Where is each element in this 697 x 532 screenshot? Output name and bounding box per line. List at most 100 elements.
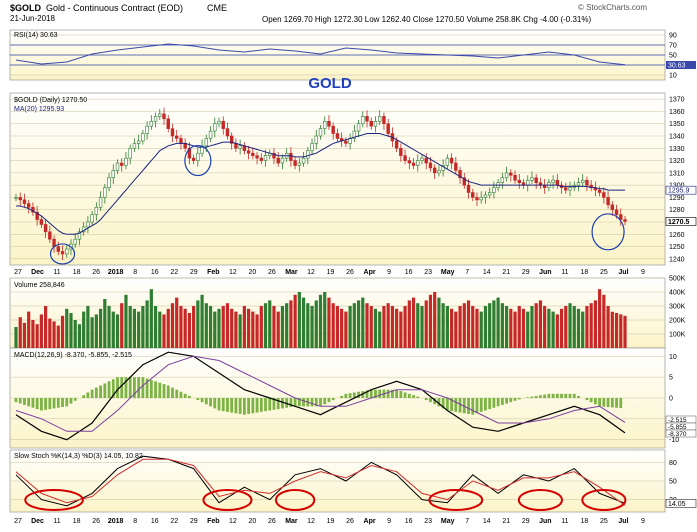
candle-body bbox=[213, 123, 217, 132]
macd-histogram-bar bbox=[445, 398, 449, 411]
x-tick-label: 23 bbox=[424, 269, 432, 276]
macd-histogram-bar bbox=[217, 398, 221, 411]
macd-histogram-bar bbox=[551, 393, 555, 398]
volume-bar bbox=[60, 315, 65, 348]
volume-bar bbox=[496, 297, 500, 348]
volume-bar bbox=[39, 314, 43, 348]
x-tick-label: 12 bbox=[229, 269, 237, 276]
macd-histogram-bar bbox=[158, 382, 162, 398]
volume-bar bbox=[204, 303, 208, 348]
volume-bar bbox=[386, 303, 390, 348]
volume-bar bbox=[543, 306, 547, 348]
volume-bar bbox=[509, 308, 513, 348]
volume-bar bbox=[399, 311, 403, 348]
x-tick-label-bottom: 9 bbox=[641, 518, 645, 525]
y-tick-label: -10 bbox=[669, 437, 679, 444]
macd-histogram-bar bbox=[285, 398, 289, 408]
volume-bar bbox=[238, 314, 242, 348]
x-tick-label-bottom: 18 bbox=[581, 518, 589, 525]
x-tick-label: Apr bbox=[364, 269, 376, 276]
macd-histogram-bar bbox=[18, 398, 22, 404]
macd-histogram-bar bbox=[496, 398, 500, 407]
volume-bar bbox=[441, 303, 445, 348]
candle-body bbox=[60, 251, 65, 255]
ohlc-readout: Open 1269.70 High 1272.30 Low 1262.40 Cl… bbox=[262, 15, 592, 24]
rsi-line bbox=[15, 43, 626, 66]
volume-bar bbox=[86, 306, 90, 348]
macd-histogram-bar bbox=[374, 389, 377, 398]
macd-histogram-bar bbox=[577, 395, 580, 398]
x-tick-label: 19 bbox=[327, 269, 335, 276]
y-tick-label: 5 bbox=[669, 375, 673, 382]
candle-body bbox=[386, 123, 390, 134]
candle-body bbox=[420, 157, 424, 161]
volume-bar bbox=[217, 308, 221, 348]
x-tick-label: 12 bbox=[307, 269, 315, 276]
macd-histogram-bar bbox=[137, 377, 141, 398]
x-tick-label: May bbox=[441, 269, 455, 276]
macd-histogram-bar bbox=[352, 392, 356, 398]
x-tick-label: Jun bbox=[539, 269, 551, 276]
candle-body bbox=[56, 246, 60, 252]
candle-body bbox=[43, 224, 48, 233]
x-tick-label-bottom: 16 bbox=[151, 518, 159, 525]
volume-bar bbox=[221, 306, 225, 348]
x-tick-label-bottom: 27 bbox=[14, 518, 22, 525]
macd-histogram-bar bbox=[48, 398, 52, 410]
candle-body bbox=[394, 140, 399, 149]
y-tick-label: 1280 bbox=[669, 207, 685, 214]
macd-histogram-bar bbox=[149, 379, 153, 398]
x-tick-label-bottom: 14 bbox=[483, 518, 491, 525]
x-tick-label-bottom: 26 bbox=[92, 518, 100, 525]
x-tick-label-bottom: 21 bbox=[502, 518, 510, 525]
highlight-ellipse bbox=[581, 489, 627, 511]
volume-bar bbox=[187, 313, 191, 348]
volume-bar bbox=[208, 306, 213, 348]
candle-body bbox=[297, 162, 302, 166]
candle-body bbox=[217, 120, 221, 125]
candle-body bbox=[504, 172, 509, 179]
volume-bar bbox=[424, 300, 428, 348]
x-tick-label: 29 bbox=[190, 269, 198, 276]
candle-body bbox=[132, 143, 137, 149]
macd-histogram-bar bbox=[52, 398, 56, 409]
x-tick-label-bottom: 11 bbox=[53, 518, 60, 525]
macd-histogram-bar bbox=[458, 398, 462, 413]
x-tick-label-bottom: 11 bbox=[561, 518, 568, 525]
candle-body bbox=[280, 157, 285, 164]
highlight-circle bbox=[49, 243, 76, 265]
volume-bar bbox=[369, 306, 373, 348]
macd-histogram-bar bbox=[475, 398, 479, 414]
y-tick-label: 50 bbox=[669, 479, 677, 486]
volume-bar bbox=[466, 300, 471, 348]
macd-histogram-bar bbox=[103, 383, 107, 398]
macd-histogram-bar bbox=[242, 398, 246, 415]
macd-histogram-bar bbox=[378, 389, 382, 398]
candle-body bbox=[318, 128, 323, 137]
x-tick-label-bottom: 29 bbox=[190, 518, 198, 525]
x-tick-label-bottom: 8 bbox=[133, 518, 137, 525]
candle-body bbox=[179, 138, 183, 144]
volume-bar bbox=[276, 311, 280, 348]
macd-histogram-bar bbox=[145, 378, 149, 398]
x-tick-label-bottom: Jun bbox=[539, 518, 551, 525]
candle-body bbox=[428, 162, 433, 169]
volume-bar bbox=[568, 303, 572, 348]
volume-bar bbox=[251, 311, 255, 348]
macd-histogram-bar bbox=[73, 398, 77, 401]
x-tick-label: 29 bbox=[522, 269, 530, 276]
macd-histogram-bar bbox=[272, 398, 276, 410]
candle-body bbox=[229, 135, 234, 144]
candle-body bbox=[509, 172, 513, 176]
macd-histogram-bar bbox=[564, 393, 568, 398]
candle-body bbox=[196, 152, 200, 161]
candle-body bbox=[221, 120, 225, 129]
macd-histogram-bar bbox=[111, 379, 115, 398]
volume-bar bbox=[128, 306, 132, 348]
x-tick-label: Feb bbox=[207, 269, 219, 276]
macd-histogram-bar bbox=[412, 395, 415, 398]
macd-histogram-bar bbox=[462, 398, 466, 414]
y-tick-label: 1370 bbox=[669, 97, 685, 104]
candle-body bbox=[576, 182, 581, 186]
candle-body bbox=[141, 133, 145, 142]
